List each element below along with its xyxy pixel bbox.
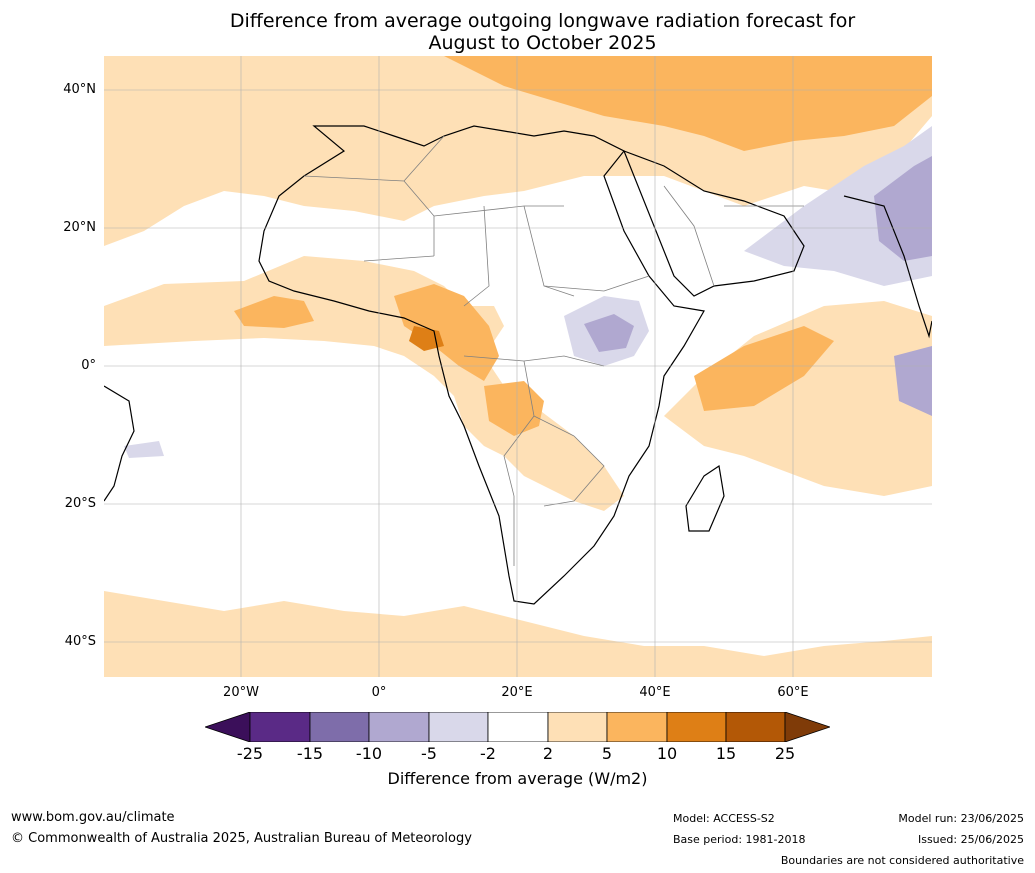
footer-url: www.bom.gov.au/climate xyxy=(11,810,175,825)
colorbar-bin-8 xyxy=(666,712,727,742)
country-borders xyxy=(303,135,804,566)
anomaly-east-indian-negative xyxy=(894,346,932,416)
footer-base-period: Base period: 1981-2018 xyxy=(673,833,806,846)
colorbar-tick: -5 xyxy=(421,744,437,763)
lon-label-60e: 60°E xyxy=(777,685,809,700)
anomaly-east-africa-core xyxy=(584,314,634,352)
lon-label-20e: 20°E xyxy=(501,685,533,700)
anomaly-map xyxy=(104,56,932,677)
anomaly-india-negative xyxy=(744,126,932,286)
colorbar-tick: -15 xyxy=(296,744,324,763)
anomaly-middle-east xyxy=(444,56,932,151)
graticule xyxy=(104,56,932,677)
anomaly-gulf-guinea xyxy=(234,296,314,328)
anomaly-arabian-sea xyxy=(694,326,834,411)
colorbar-label: Difference from average (W/m2) xyxy=(387,769,648,788)
colorbar-tick: 5 xyxy=(601,744,613,763)
lon-label-20w: 20°W xyxy=(223,685,259,700)
colorbar-bin-9 xyxy=(725,712,786,742)
footer-copyright: © Commonwealth of Australia 2025, Austra… xyxy=(11,831,472,846)
colorbar-tick: 2 xyxy=(542,744,554,763)
colorbar-bin-3 xyxy=(368,712,430,742)
lon-label-0: 0° xyxy=(371,685,387,700)
footer-issued: Issued: 25/06/2025 xyxy=(917,833,1024,846)
lat-label-20n: 20°N xyxy=(63,220,96,235)
colorbar-tick: 10 xyxy=(656,744,678,763)
coastline-madagascar xyxy=(685,464,725,532)
colorbar-bin-5 xyxy=(487,712,549,742)
map-area xyxy=(104,56,932,677)
anomaly-south-band xyxy=(104,591,932,677)
anomaly-indian-ocean xyxy=(664,301,932,496)
coastline-india xyxy=(843,195,932,339)
footer-disclaimer: Boundaries are not considered authoritat… xyxy=(780,854,1024,867)
colorbar-tick: 25 xyxy=(774,744,796,763)
lon-label-40e: 40°E xyxy=(639,685,671,700)
map-title: Difference from average outgoing longwav… xyxy=(0,10,1035,54)
footer-model: Model: ACCESS-S2 xyxy=(673,812,775,825)
colorbar-bin-2 xyxy=(309,712,370,742)
lat-label-0: 0° xyxy=(81,358,96,373)
anomaly-hotspot xyxy=(409,326,444,351)
footer-model-run: Model run: 23/06/2025 xyxy=(898,812,1024,825)
title-line-1: Difference from average outgoing longwav… xyxy=(229,10,856,32)
anomaly-south-atlantic-negative xyxy=(124,441,164,458)
lat-label-40n: 40°N xyxy=(63,82,96,97)
lat-label-20s: 20°S xyxy=(64,496,96,511)
colorbar-bin-7 xyxy=(606,712,668,742)
colorbar-bin-1 xyxy=(249,712,311,742)
anomaly-india-core xyxy=(874,156,932,261)
coastline-arabia xyxy=(622,149,805,297)
lat-label-40s: 40°S xyxy=(64,634,96,649)
colorbar-tick: -10 xyxy=(355,744,383,763)
colorbar-bin-6 xyxy=(547,712,608,742)
coastline xyxy=(258,125,705,605)
colorbar-bin-4 xyxy=(428,712,489,742)
anomaly-sahel-band xyxy=(104,256,624,511)
colorbar-tick: -25 xyxy=(236,744,264,763)
coastline-south-america xyxy=(104,385,135,502)
title-line-2: August to October 2025 xyxy=(428,32,657,54)
colorbar xyxy=(205,712,830,742)
colorbar-tick: -2 xyxy=(480,744,496,763)
colorbar-min-arrow xyxy=(205,712,251,742)
colorbar-tick: 15 xyxy=(715,744,737,763)
colorbar-max-arrow xyxy=(784,712,830,742)
